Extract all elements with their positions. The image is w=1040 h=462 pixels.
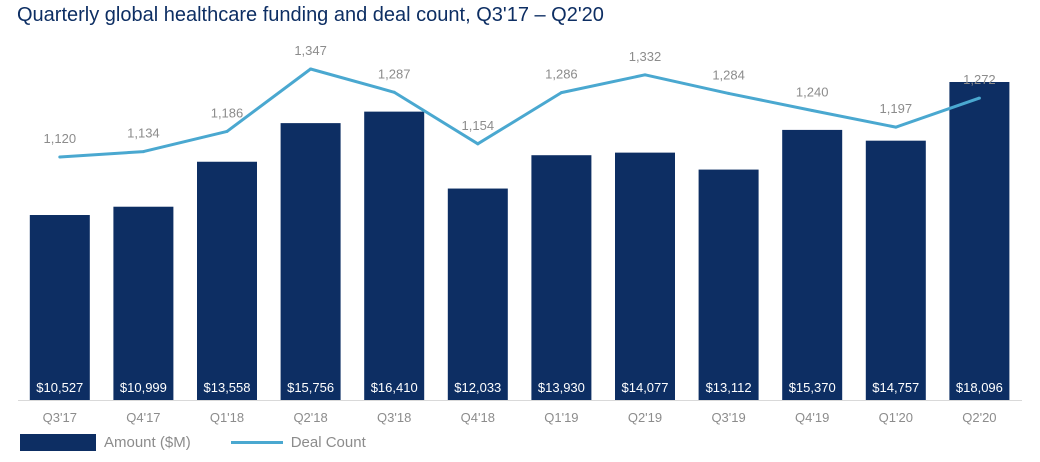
deal-count-label: 1,120	[44, 131, 77, 146]
legend-swatch-deal-count	[230, 441, 283, 444]
x-tick-label: Q3'17	[43, 410, 77, 425]
x-tick-label: Q3'18	[377, 410, 411, 425]
bar	[197, 161, 257, 400]
bar-value-label: $13,558	[204, 380, 251, 395]
bar	[280, 123, 341, 400]
legend-label-deal-count: Deal Count	[290, 434, 366, 451]
x-tick-label: Q2'20	[962, 410, 996, 425]
bar-value-label: $14,077	[622, 380, 669, 395]
x-tick-label: Q1'18	[210, 410, 244, 425]
x-tick-label: Q4'18	[461, 410, 495, 425]
bar-value-label: $14,757	[872, 380, 919, 395]
bar	[782, 129, 843, 400]
deal-count-point	[58, 155, 62, 159]
legend-label-amount: Amount ($M)	[104, 434, 191, 451]
bar-value-label: $10,999	[120, 380, 167, 395]
deal-count-point	[727, 91, 731, 95]
deal-count-label: 1,286	[545, 67, 578, 82]
chart-title: Quarterly global healthcare funding and …	[17, 4, 604, 26]
deal-count-label: 1,186	[211, 105, 244, 120]
deal-count-label: 1,332	[629, 49, 662, 64]
bar-value-label: $13,930	[538, 380, 585, 395]
bar-value-label: $16,410	[371, 380, 418, 395]
bar-value-label: $12,033	[454, 380, 501, 395]
deal-count-point	[476, 142, 480, 146]
deal-count-point	[810, 108, 814, 112]
deal-count-label: 1,284	[712, 67, 745, 82]
bar	[447, 188, 508, 400]
deal-count-label: 1,287	[378, 66, 411, 81]
bar	[949, 82, 1010, 400]
bar-value-label: $10,527	[36, 380, 83, 395]
deal-count-point	[392, 90, 396, 94]
bar-value-label: $15,370	[789, 380, 836, 395]
x-tick-label: Q1'20	[879, 410, 913, 425]
deal-count-point	[559, 91, 563, 95]
deal-count-label: 1,272	[963, 72, 996, 87]
bar	[113, 206, 174, 400]
bar	[531, 155, 592, 400]
x-tick-label: Q4'19	[795, 410, 829, 425]
deal-count-line	[59, 67, 980, 159]
bar	[615, 152, 675, 400]
deal-count-label: 1,240	[796, 84, 829, 99]
bar	[364, 111, 425, 400]
bar	[29, 215, 90, 400]
legend-item-deal-count: Deal Count	[230, 434, 366, 451]
legend: Amount ($M) Deal Count	[20, 434, 406, 451]
deal-count-point	[141, 150, 145, 154]
combo-chart: $10,527 Q3'17 $10,999 Q4'17 $13,558 Q1'18 $15,…	[18, 43, 1022, 425]
x-tick-label: Q3'19	[711, 410, 745, 425]
x-tick-label: Q4'17	[126, 410, 160, 425]
deal-count-label: 1,134	[127, 126, 160, 141]
deal-count-point	[309, 67, 313, 71]
x-tick-label: Q2'18	[293, 410, 327, 425]
bar	[698, 169, 759, 400]
bar	[865, 140, 926, 400]
legend-swatch-amount	[20, 434, 96, 451]
deal-count-point	[894, 125, 898, 129]
bar-value-label: $18,096	[956, 380, 1003, 395]
bar-value-label: $13,112	[706, 380, 752, 395]
deal-count-point	[977, 96, 981, 100]
legend-item-amount: Amount ($M)	[20, 434, 191, 451]
bar-value-label: $15,756	[287, 380, 334, 395]
x-tick-label: Q1'19	[544, 410, 578, 425]
deal-count-label: 1,347	[294, 43, 327, 58]
deal-count-label: 1,154	[462, 118, 495, 133]
x-tick-label: Q2'19	[628, 410, 662, 425]
deal-count-point	[643, 73, 647, 77]
deal-count-label: 1,197	[880, 101, 913, 116]
deal-count-point	[225, 129, 229, 133]
